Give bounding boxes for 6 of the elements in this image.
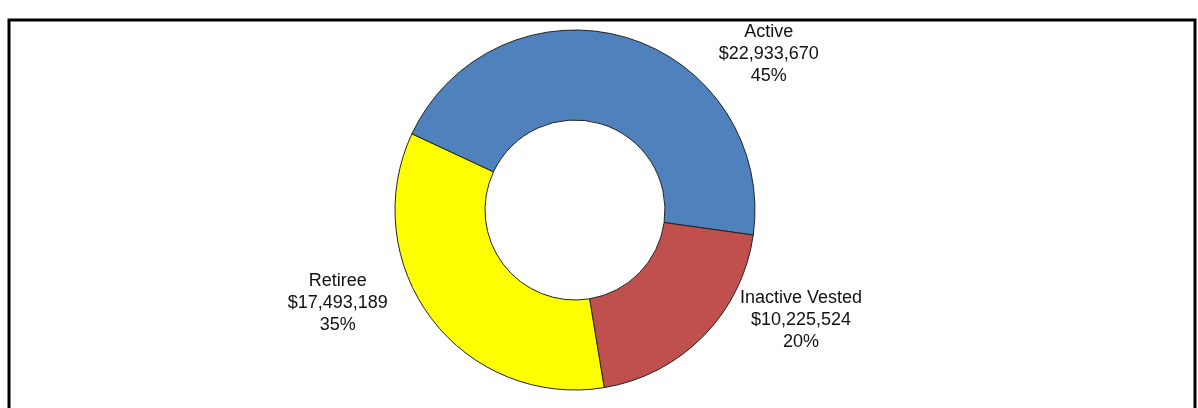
data-label: $10,225,524 20%	[750, 309, 852, 352]
slice-label: Active	[744, 20, 794, 41]
slice-label: Inactive Vested	[739, 287, 863, 308]
data-label: $22,933,670 45%	[718, 42, 819, 85]
slice-label: Retiree	[308, 269, 367, 290]
data-label: $17,493,189 35%	[287, 291, 388, 334]
